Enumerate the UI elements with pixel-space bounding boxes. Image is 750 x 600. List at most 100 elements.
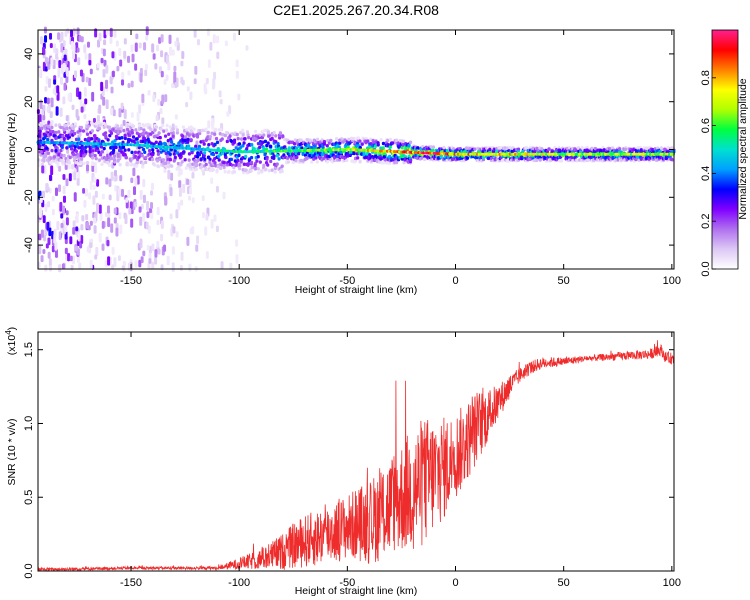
spectrogram-cell bbox=[270, 133, 275, 137]
spectrogram-cell bbox=[108, 163, 112, 168]
spectrogram-cell bbox=[134, 201, 138, 208]
spectrogram-cell bbox=[90, 156, 95, 160]
spectrogram-cell bbox=[80, 224, 84, 231]
spectrogram-cell bbox=[136, 111, 140, 122]
spectrogram-cell bbox=[40, 150, 44, 154]
spectrogram-cell bbox=[123, 152, 127, 157]
spectrogram-cell bbox=[111, 246, 115, 255]
spectrogram-cell bbox=[388, 161, 392, 166]
spectrogram-cell bbox=[70, 264, 74, 271]
spectrogram-cell bbox=[77, 57, 81, 66]
snr-y-tick-label: 0.5 bbox=[23, 490, 35, 505]
spectrogram-cell bbox=[274, 140, 278, 144]
spectrogram-cell bbox=[120, 102, 124, 110]
spectrogram-cell bbox=[210, 219, 214, 229]
spectrogram-cell bbox=[425, 155, 430, 159]
spectrogram-cell bbox=[272, 154, 276, 158]
spectrogram-cell bbox=[329, 138, 333, 143]
spectrogram-cell bbox=[122, 128, 126, 133]
spectrogram-cell bbox=[44, 85, 48, 92]
spectrogram-cell bbox=[175, 130, 179, 135]
spectrogram-cell bbox=[103, 131, 108, 135]
spectrogram-cell bbox=[174, 82, 178, 89]
spectrogram-cell bbox=[77, 146, 81, 150]
spectrogram-cell bbox=[89, 242, 93, 249]
spectrogram-cell bbox=[141, 162, 145, 166]
spectrogram-cell bbox=[127, 55, 131, 64]
spectrogram-cell bbox=[141, 165, 145, 169]
colorbar-tick-label: 0.0 bbox=[700, 261, 712, 276]
spectrogram-cell bbox=[184, 135, 188, 139]
spectrogram-cell bbox=[401, 139, 406, 144]
spectrogram-cell bbox=[39, 99, 43, 109]
spectrogram-y-tick-label: -40 bbox=[23, 237, 35, 253]
spectrogram-cell bbox=[207, 120, 211, 129]
spectrogram-cell bbox=[187, 152, 192, 156]
spectrogram-cell bbox=[135, 164, 139, 168]
spectrogram-cell bbox=[91, 149, 95, 153]
spectrogram-cell bbox=[45, 243, 49, 249]
spectrogram-cell bbox=[108, 194, 112, 201]
spectrogram-cell bbox=[65, 66, 69, 75]
spectrogram-cell bbox=[63, 195, 67, 203]
spectrogram-cell bbox=[85, 76, 89, 83]
spectrogram-cell bbox=[42, 104, 46, 112]
spectrogram-cell bbox=[183, 158, 187, 162]
spectrogram-cell bbox=[164, 94, 168, 103]
spectrogram-cell bbox=[125, 127, 130, 132]
spectrogram-cell bbox=[88, 192, 92, 200]
spectrogram-cell bbox=[74, 149, 79, 153]
spectrogram-cell bbox=[111, 70, 115, 78]
spectrogram-cell bbox=[45, 183, 49, 191]
spectrogram-cell bbox=[67, 252, 71, 262]
spectrogram-cell bbox=[262, 133, 266, 137]
spectrogram-cell bbox=[116, 152, 120, 159]
spectrogram-cell bbox=[241, 128, 245, 133]
spectrogram-cell bbox=[368, 153, 372, 157]
spectrogram-cell bbox=[114, 174, 118, 182]
spectrogram-cell bbox=[88, 153, 92, 157]
spectrogram-cell bbox=[55, 48, 59, 56]
snr-y-axis-label: SNR (10 * v/v) bbox=[6, 418, 18, 485]
spectrogram-cell bbox=[575, 158, 579, 163]
spectrogram-cell bbox=[56, 221, 60, 231]
spectrogram-panel: -150 -100 -50 0 50 100 -40 -20 0 20 40 Height of s… bbox=[6, 26, 681, 296]
spectrogram-cell bbox=[131, 124, 136, 129]
spectrogram-cell bbox=[163, 79, 167, 86]
spectrogram-cell bbox=[214, 164, 218, 168]
spectrogram-cell bbox=[141, 131, 145, 136]
spectrogram-cell bbox=[113, 138, 117, 143]
spectrogram-cell bbox=[71, 50, 75, 60]
spectrogram-cell bbox=[159, 107, 163, 115]
spectrogram-cell bbox=[152, 94, 156, 103]
spectrogram-cell bbox=[75, 108, 79, 118]
spectrogram-cell bbox=[170, 131, 174, 135]
spectrogram-cell bbox=[278, 136, 282, 140]
spectrogram-cell bbox=[73, 144, 77, 149]
spectrogram-cell bbox=[238, 166, 242, 171]
spectrogram-cell bbox=[325, 143, 329, 148]
spectrogram-cell bbox=[71, 126, 75, 131]
spectrogram-cell bbox=[54, 130, 58, 135]
spectrogram-cell bbox=[46, 221, 50, 231]
spectrogram-cell bbox=[269, 159, 273, 164]
spectrogram-cell bbox=[63, 82, 67, 91]
spectrogram-cell bbox=[580, 146, 584, 150]
spectrogram-cell bbox=[232, 140, 237, 144]
spectrogram-cell bbox=[181, 79, 185, 86]
spectrogram-cell bbox=[109, 156, 114, 161]
spectrogram-cell bbox=[74, 70, 78, 79]
spectrogram-cell bbox=[67, 93, 71, 102]
spectrogram-cell bbox=[98, 123, 103, 127]
spectrogram-cell bbox=[93, 225, 97, 234]
spectrogram-cell bbox=[110, 107, 114, 116]
spectrogram-cell bbox=[339, 150, 343, 155]
spectrogram-cell bbox=[132, 167, 136, 177]
spectrogram-cell bbox=[43, 124, 47, 129]
spectrogram-cell bbox=[134, 63, 138, 71]
spectrogram-cell bbox=[379, 137, 383, 142]
spectrogram-cell bbox=[118, 129, 122, 134]
spectrogram-cell bbox=[92, 195, 96, 205]
spectrogram-cell bbox=[164, 195, 168, 206]
spectrogram-cell bbox=[167, 61, 171, 71]
